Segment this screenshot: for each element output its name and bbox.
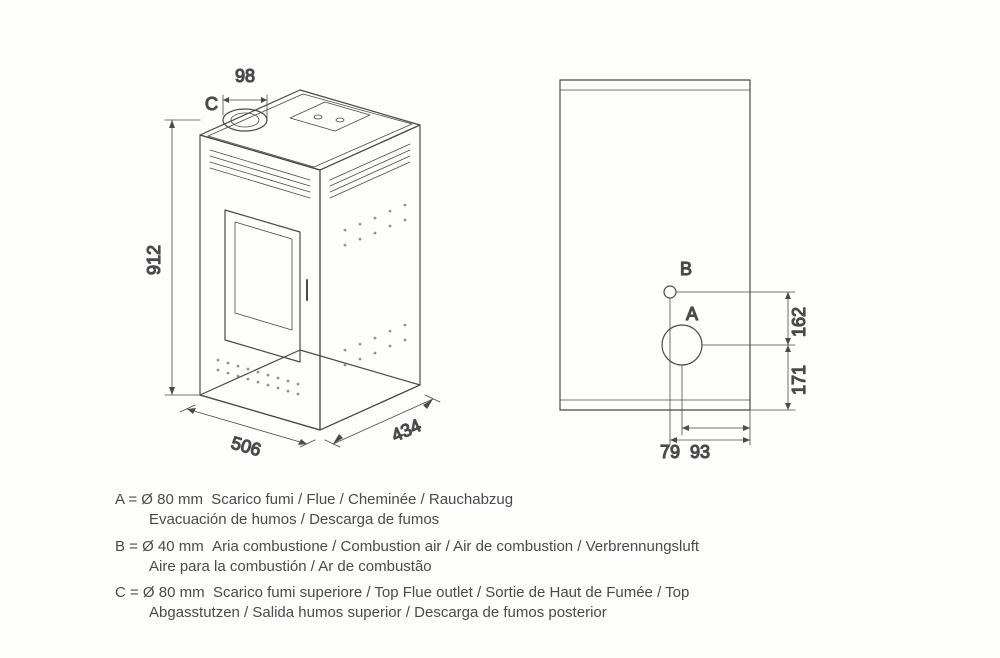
dim-depth: 506 [229,433,263,460]
legend-c-prefix: C = Ø 80 mm [115,584,205,601]
legend: A = Ø 80 mm Scarico fumi / Flue / Chemin… [115,490,915,630]
legend-b-line1: Aria combustione / Combustion air / Air … [212,538,699,555]
legend-row-b: B = Ø 40 mm Aria combustione / Combustio… [115,537,915,578]
label-b: B [680,259,692,279]
legend-row-a: A = Ø 80 mm Scarico fumi / Flue / Chemin… [115,490,915,531]
label-a: A [686,304,698,324]
legend-c-line1: Scarico fumi superiore / Top Flue outlet… [213,584,689,601]
dim-width: 434 [388,415,424,445]
label-c: C [205,94,218,114]
drawing-svg: 912 98 C [0,0,1000,460]
dim-162: 162 [789,307,809,337]
legend-a-line2: Evacuación de humos / Descarga de fumos [115,510,915,530]
drawing-area: 912 98 C [0,0,1000,460]
legend-c-line2: Abgasstutzen / Salida humos superior / D… [115,603,915,623]
dim-flue-diameter: 98 [235,66,255,86]
dim-93: 93 [690,442,710,460]
dim-height: 912 [144,245,164,275]
technical-drawing-page: 912 98 C [0,0,1000,658]
legend-b-line2: Aire para la combustión / Ar de combustã… [115,557,915,577]
legend-b-prefix: B = Ø 40 mm [115,538,204,555]
legend-row-c: C = Ø 80 mm Scarico fumi superiore / Top… [115,583,915,624]
dim-79: 79 [660,442,680,460]
legend-a-line1: Scarico fumi / Flue / Cheminée / Rauchab… [211,491,513,508]
dim-171: 171 [789,365,809,395]
legend-a-prefix: A = Ø 80 mm [115,491,203,508]
